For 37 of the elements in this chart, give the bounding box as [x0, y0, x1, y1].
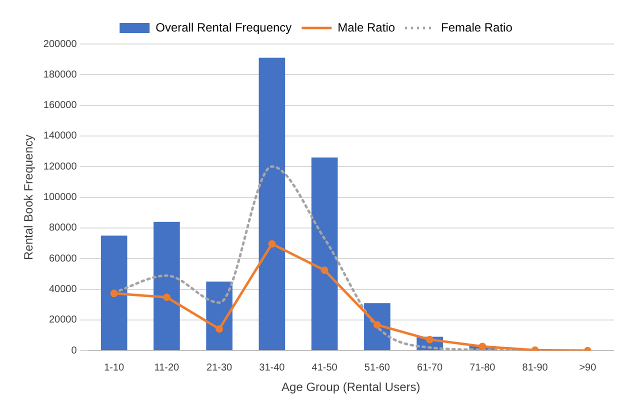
x-tick-label: 81-90: [522, 362, 548, 374]
y-tick-label: 40000: [48, 284, 78, 296]
point: [373, 321, 381, 329]
legend-label: Female Ratio: [441, 20, 513, 34]
y-tick-label: 200000: [43, 38, 78, 50]
bar: [100, 236, 128, 350]
legend-label: Male Ratio: [338, 20, 396, 34]
point: [162, 294, 170, 301]
x-tick-label: 1-10: [104, 362, 125, 374]
point: [320, 266, 328, 274]
legend-label: Overall Rental Frequency: [156, 20, 292, 34]
x-tick-label: 71-80: [470, 362, 496, 374]
y-tick-label: 0: [71, 345, 78, 356]
y-tick-label: 100000: [43, 192, 78, 204]
point: [216, 325, 224, 333]
x-tick-label: 61-70: [417, 362, 444, 374]
point: [478, 342, 486, 350]
x-tick-label: 31-40: [259, 362, 286, 374]
y-tick-label: 20000: [48, 314, 78, 326]
x-tick-label: >90: [579, 362, 597, 374]
y-tick-label: 180000: [43, 69, 78, 80]
x-axis-title: Age Group (Rental Users): [282, 380, 420, 394]
y-tick-label: 80000: [48, 222, 78, 234]
y-tick-label: 60000: [48, 253, 78, 264]
y-tick-label: 140000: [43, 130, 78, 142]
y-axis-title: Rental Book Frequency: [22, 134, 36, 260]
point: [110, 290, 118, 298]
bar: [311, 157, 338, 350]
bar: [258, 58, 286, 350]
bar: [154, 222, 180, 350]
x-tick-label: 51-60: [364, 362, 390, 374]
y-tick-label: 160000: [43, 100, 78, 112]
x-tick-label: 21-30: [206, 362, 233, 374]
x-tick-label: 41-50: [312, 362, 338, 374]
point: [268, 240, 276, 248]
x-tick-label: 11-20: [154, 362, 180, 374]
y-tick-label: 120000: [43, 161, 78, 172]
